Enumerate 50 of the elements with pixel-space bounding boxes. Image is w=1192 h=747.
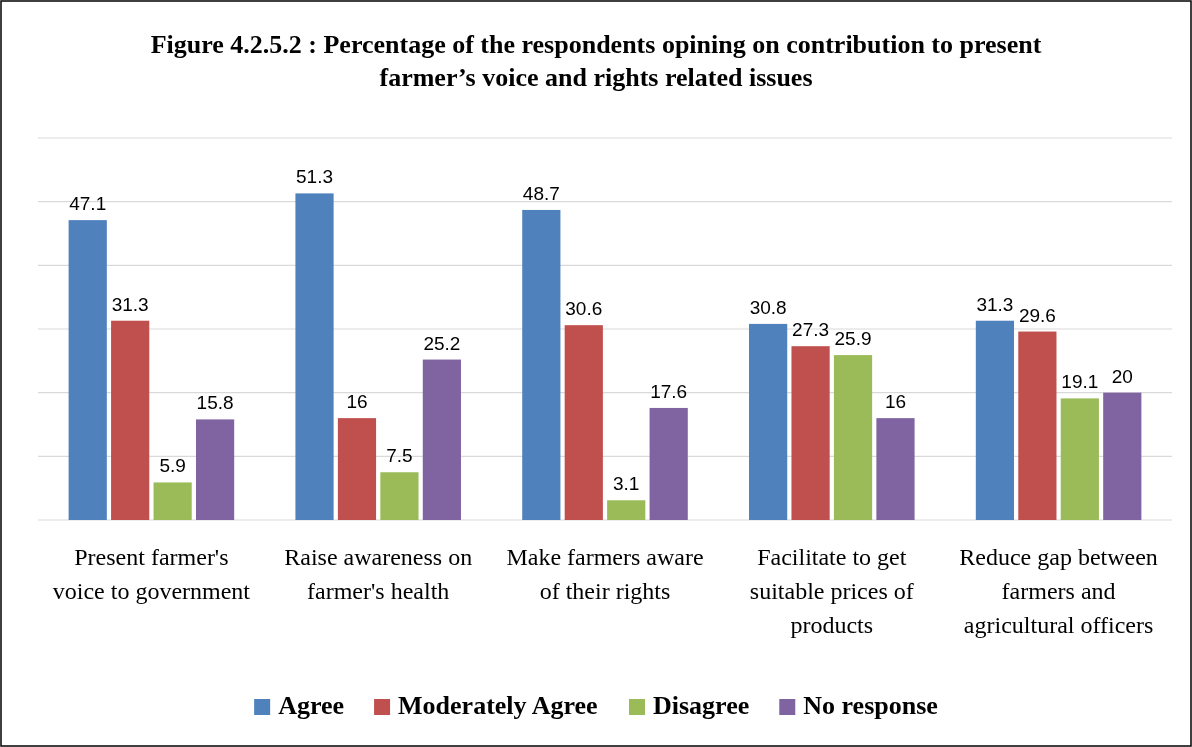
bar (975, 320, 1015, 520)
bar (1103, 392, 1142, 520)
legend-label: No response (803, 691, 938, 720)
bar (607, 500, 646, 520)
bar (195, 419, 235, 520)
data-label: 19.1 (1061, 371, 1099, 393)
data-label: 47.1 (69, 193, 107, 215)
data-label: 48.7 (522, 182, 560, 204)
data-label: 25.9 (834, 328, 872, 350)
bar (153, 482, 192, 520)
bar (522, 209, 561, 520)
x-tick-label: Present farmer's voice to government (52, 544, 251, 604)
data-label: 25.2 (423, 332, 461, 354)
bar (422, 359, 461, 520)
data-label: 30.6 (565, 298, 603, 320)
data-label: 31.3 (111, 293, 149, 315)
bar (111, 320, 150, 520)
bar (749, 323, 788, 520)
data-label: 3.1 (613, 473, 640, 495)
bar (564, 325, 603, 520)
legend-label: Moderately Agree (398, 691, 598, 720)
x-tick-label: Reduce gap between farmers and agricultural officers (959, 544, 1158, 638)
bar (833, 355, 873, 520)
data-label: 20 (1111, 365, 1133, 387)
bar (380, 472, 419, 520)
data-label: 31.3 (976, 293, 1014, 315)
data-label: 15.8 (196, 392, 234, 414)
bar (1018, 331, 1057, 520)
x-tick-label: Facilitate to get suitable prices of products (749, 544, 914, 638)
bar (1060, 398, 1099, 520)
bar (876, 418, 915, 520)
legend-label: Disagree (653, 691, 750, 720)
bar (649, 407, 688, 520)
bar (295, 193, 334, 520)
legend-label: Agree (278, 691, 345, 720)
bar (68, 220, 107, 520)
data-label: 7.5 (386, 445, 413, 467)
bar (337, 418, 377, 520)
data-label: 30.8 (749, 296, 787, 318)
x-tick-label: Make farmers aware of their rights (506, 544, 704, 604)
data-label: 16 (346, 391, 368, 413)
chart-title: Figure 4.2.5.2 : Percentage of the respondents opining on contribution to present farmer’s voice and rights related issues (150, 30, 1042, 92)
data-label: 17.6 (650, 380, 688, 402)
x-tick-label: Raise awareness on farmer's health (284, 544, 473, 604)
bar (791, 346, 830, 520)
data-label: 5.9 (159, 455, 186, 477)
data-label: 51.3 (296, 166, 334, 188)
data-label: 16 (884, 391, 907, 413)
data-label: 29.6 (1018, 304, 1056, 326)
data-label: 27.3 (792, 319, 830, 341)
